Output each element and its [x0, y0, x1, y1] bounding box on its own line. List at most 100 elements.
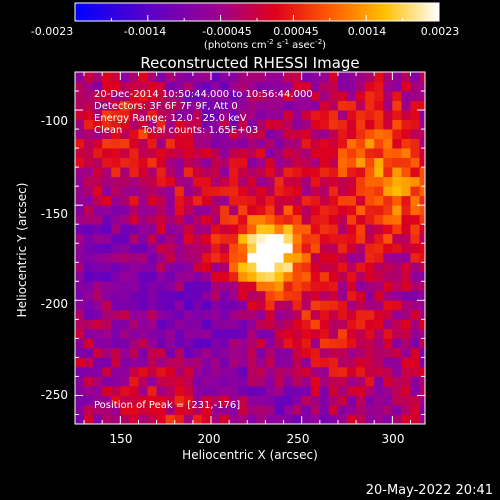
heatmap-cell [419, 148, 426, 159]
heatmap-cell [328, 385, 339, 396]
heatmap-cell [156, 81, 167, 92]
heatmap-cell [192, 328, 203, 339]
heatmap-cell [319, 205, 330, 216]
heatmap-cell [138, 214, 148, 225]
heatmap-cell [183, 110, 194, 120]
heatmap-cell [319, 252, 330, 263]
heatmap-cell [401, 300, 411, 311]
heatmap-cell [183, 290, 194, 301]
heatmap-cell [283, 385, 294, 396]
heatmap-cell [129, 119, 139, 130]
heatmap-cell [347, 357, 357, 368]
heatmap-cell [129, 414, 139, 425]
heatmap-cell [265, 290, 275, 301]
heatmap-cell [192, 214, 203, 225]
heatmap-cell [410, 366, 420, 377]
heatmap-cell [174, 262, 185, 273]
heatmap-cell [337, 176, 348, 187]
heatmap-cell [192, 281, 203, 292]
heatmap-cell [120, 157, 130, 168]
heatmap-cell [374, 148, 384, 159]
heatmap-cell [374, 414, 384, 425]
heatmap-cell [265, 205, 275, 216]
heatmap-cell [75, 300, 85, 311]
heatmap-cell [111, 100, 121, 111]
heatmap-cell [383, 347, 393, 358]
heatmap-cell [265, 385, 275, 396]
heatmap-cell [356, 290, 366, 301]
heatmap-cell [201, 252, 212, 263]
heatmap-cell [174, 366, 185, 377]
heatmap-cell [374, 395, 384, 406]
heatmap-cell [328, 252, 339, 263]
heatmap-cell [201, 414, 212, 425]
heatmap-cell [292, 129, 303, 139]
heatmap-cell [84, 100, 94, 111]
heatmap-cell [301, 72, 312, 82]
heatmap-cell [347, 100, 357, 111]
heatmap-cell [365, 300, 375, 311]
heatmap-cell [383, 262, 393, 273]
heatmap-cell [165, 100, 176, 111]
heatmap-cell [238, 309, 248, 320]
heatmap-cell [147, 281, 158, 292]
heatmap-cell [410, 176, 420, 187]
heatmap-cell [292, 119, 303, 130]
heatmap-cell [401, 186, 411, 197]
heatmap-cell [165, 319, 176, 330]
heatmap-cell [84, 224, 94, 235]
heatmap-cell [265, 309, 275, 320]
heatmap-cell [319, 281, 330, 292]
heatmap-cell [256, 167, 266, 178]
heatmap-cell [410, 167, 420, 178]
heatmap-cell [256, 309, 266, 320]
heatmap-cell [238, 395, 248, 406]
heatmap-cell [310, 357, 321, 368]
heatmap-cell [347, 81, 357, 92]
heatmap-cell [120, 395, 130, 406]
heatmap-cell [410, 281, 420, 292]
heatmap-cell [93, 176, 103, 187]
heatmap-cell [365, 252, 375, 263]
heatmap-cell [356, 72, 366, 82]
heatmap-cell [174, 129, 185, 139]
heatmap-cell [383, 233, 393, 244]
heatmap-cell [410, 186, 420, 197]
heatmap-cell [247, 262, 257, 273]
heatmap-cell [75, 290, 85, 301]
heatmap-cell [111, 366, 121, 377]
heatmap-cell [374, 243, 384, 254]
heatmap-cell [292, 205, 303, 216]
heatmap-cell [93, 148, 103, 159]
heatmap-cell [274, 300, 284, 311]
heatmap-cell [229, 319, 239, 330]
heatmap-cell [283, 262, 294, 273]
heatmap-cell [419, 309, 426, 320]
heatmap-cell [392, 252, 402, 263]
heatmap-cell [211, 214, 221, 225]
heatmap-cell [310, 205, 321, 216]
heatmap-cell [365, 395, 375, 406]
heatmap-cell [337, 157, 348, 168]
heatmap-cell [310, 395, 321, 406]
heatmap-cell [265, 81, 275, 92]
heatmap-cell [301, 262, 312, 273]
heatmap-cell [102, 224, 112, 235]
heatmap-cell [401, 233, 411, 244]
heatmap-cell [93, 205, 103, 216]
heatmap-cell [401, 176, 411, 187]
heatmap-cell [111, 72, 121, 82]
heatmap-cell [265, 262, 275, 273]
heatmap-cell [84, 262, 94, 273]
heatmap-cell [211, 385, 221, 396]
heatmap-cell [310, 100, 321, 111]
heatmap-cell [93, 186, 103, 197]
heatmap-cell [129, 271, 139, 282]
heatmap-cell [283, 138, 294, 149]
heatmap-cell [174, 176, 185, 187]
heatmap-cell [93, 138, 103, 149]
heatmap-cell [102, 281, 112, 292]
heatmap-cell [374, 119, 384, 130]
heatmap-cell [174, 243, 185, 254]
heatmap-cell [147, 119, 158, 130]
